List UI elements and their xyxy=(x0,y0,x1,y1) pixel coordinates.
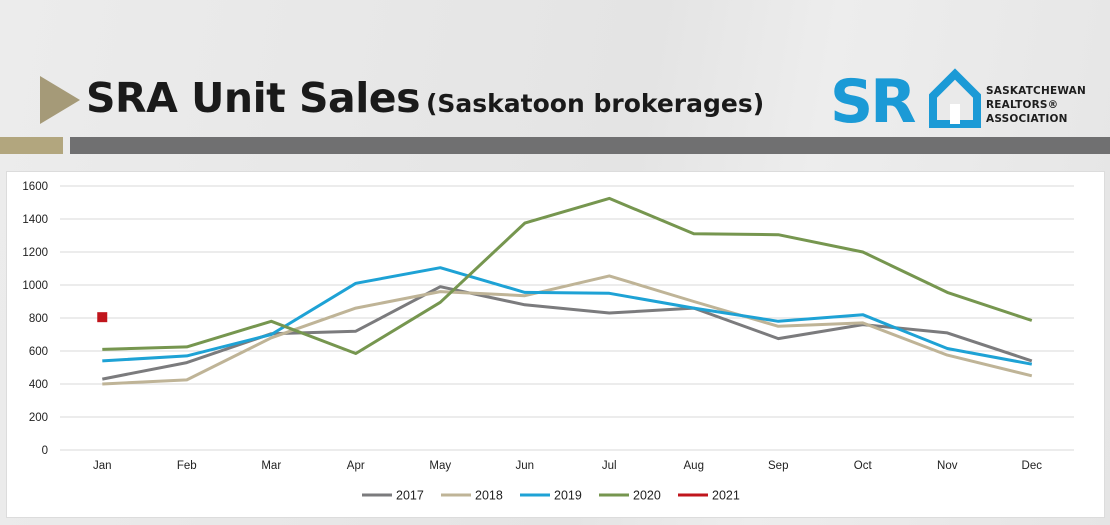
chart-legend: 2017 2018 2019 2020 2021 xyxy=(362,489,740,503)
series-line-2019 xyxy=(102,266,1033,366)
x-tick-label: Apr xyxy=(347,460,365,472)
x-tick-label: Jan xyxy=(93,460,112,472)
accent-bar-gray xyxy=(70,137,1110,154)
series-point-2021 xyxy=(97,312,108,323)
chart-y-axis: 0 200 400 600 800 1000 1200 1400 1600 xyxy=(22,181,48,457)
y-tick-label: 1200 xyxy=(22,247,48,259)
y-tick-label: 800 xyxy=(29,313,48,325)
legend-label: 2021 xyxy=(712,489,740,503)
logo-line-1: SASKATCHEWAN xyxy=(986,85,1086,97)
x-tick-label: Sep xyxy=(768,460,788,472)
y-tick-label: 1400 xyxy=(22,214,48,226)
y-tick-label: 400 xyxy=(29,379,48,391)
x-tick-label: Nov xyxy=(937,460,958,472)
chart-gridlines xyxy=(60,185,1074,451)
title-arrow-icon xyxy=(40,76,80,124)
logo-mark-text: SR xyxy=(830,67,915,130)
page-title: SRA Unit Sales (Saskatoon brokerages) xyxy=(86,74,764,122)
title-text: SRA Unit Sales xyxy=(86,74,420,122)
x-tick-label: Mar xyxy=(261,460,281,472)
series-line-2018 xyxy=(102,274,1033,386)
y-tick-label: 1000 xyxy=(22,280,48,292)
logo-line-3: ASSOCIATION xyxy=(986,113,1068,125)
x-tick-label: Feb xyxy=(177,460,197,472)
y-tick-label: 1600 xyxy=(22,181,48,193)
page-subtitle: (Saskatoon brokerages) xyxy=(425,89,765,118)
x-tick-label: Jun xyxy=(515,460,534,472)
y-tick-label: 600 xyxy=(29,346,48,358)
chart-x-axis: Jan Feb Mar Apr May Jun Jul Aug Sep Oct Nov Dec xyxy=(93,460,1042,472)
x-tick-label: May xyxy=(429,460,451,472)
chart-series xyxy=(97,196,1033,386)
logo-line-2: REALTORS® xyxy=(986,99,1059,111)
legend-label: 2019 xyxy=(554,489,582,503)
legend-label: 2017 xyxy=(396,489,424,503)
y-tick-label: 0 xyxy=(42,445,48,457)
legend-label: 2018 xyxy=(475,489,503,503)
x-tick-label: Dec xyxy=(1022,460,1043,472)
y-tick-label: 200 xyxy=(29,412,48,424)
house-icon xyxy=(929,68,981,128)
series-line-2020 xyxy=(102,196,1033,355)
x-tick-label: Oct xyxy=(854,460,873,472)
accent-bar-tan xyxy=(0,137,63,154)
logo-association-name: SASKATCHEWAN REALTORS® ASSOCIATION xyxy=(986,84,1086,126)
sra-logo: SR xyxy=(830,67,981,130)
x-tick-label: Aug xyxy=(684,460,704,472)
unit-sales-line-chart: 0 200 400 600 800 1000 1200 1400 1600 Jan Feb Mar A… xyxy=(22,181,1074,503)
legend-label: 2020 xyxy=(633,489,661,503)
x-tick-label: Jul xyxy=(602,460,617,472)
